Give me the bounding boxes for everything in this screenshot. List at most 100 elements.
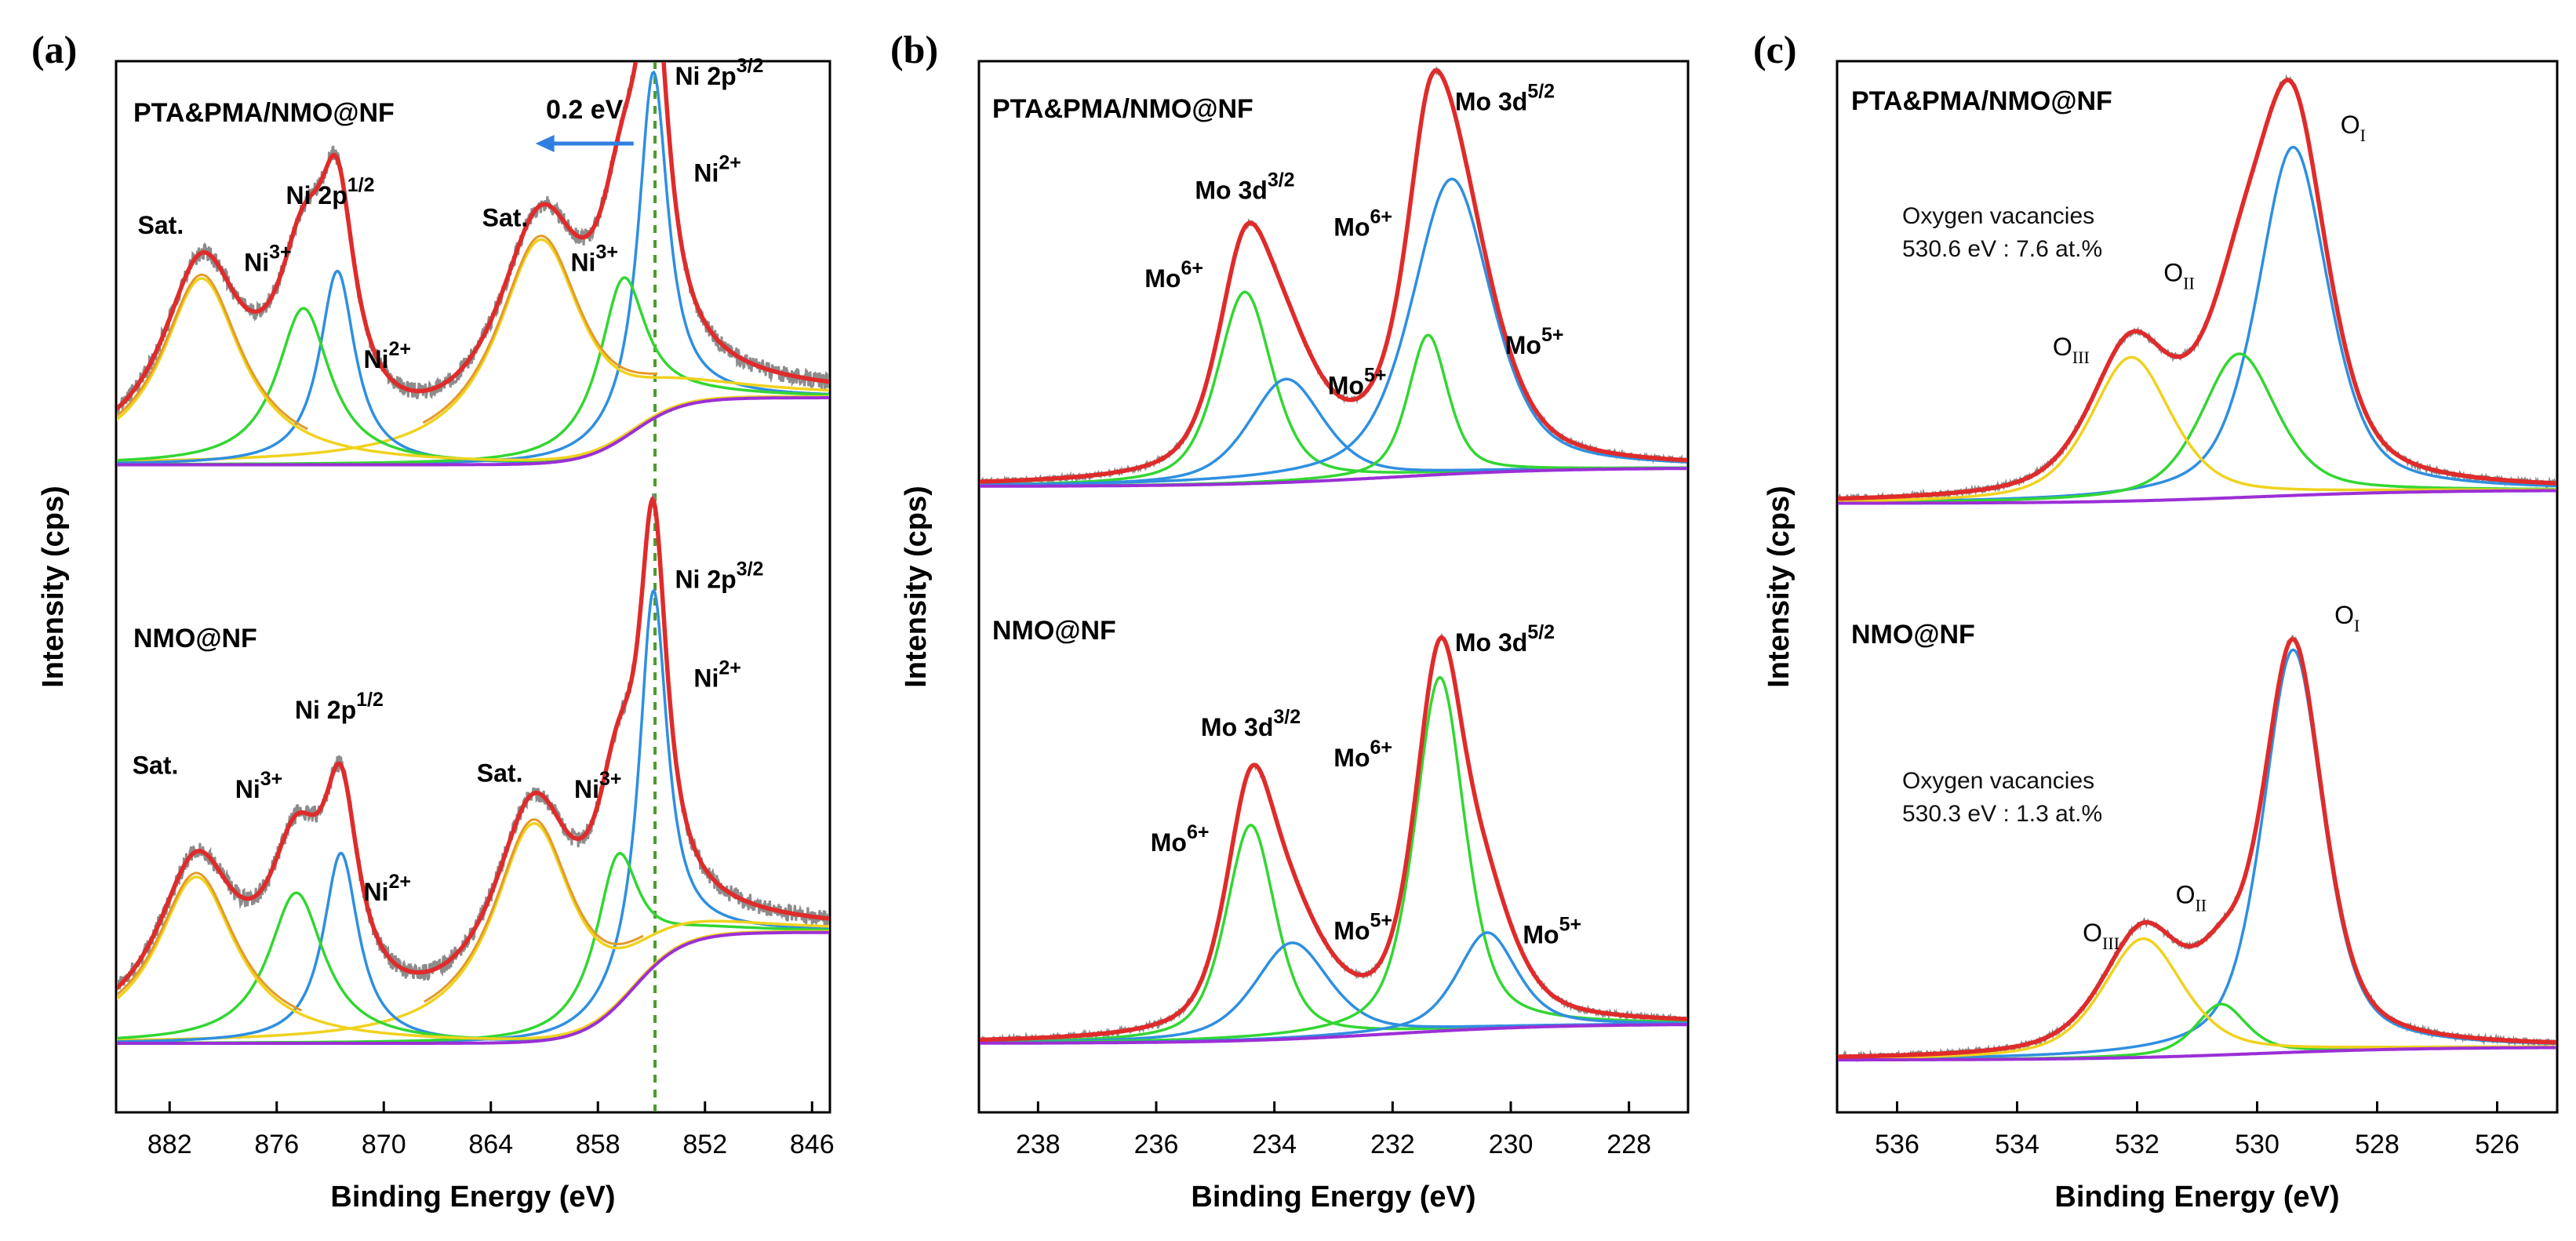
plot-area [117, 62, 829, 1112]
sample-label: NMO@NF [1851, 620, 1975, 650]
raw-data-line [980, 65, 1687, 488]
spectrum-top [1838, 74, 2556, 505]
raw-data-line [1838, 74, 2556, 505]
peak-label: Ni2+ [693, 657, 741, 693]
x-tick-label: 234 [1252, 1130, 1297, 1159]
x-axis-label: Binding Energy (eV) [2054, 1181, 2339, 1214]
background-line [117, 396, 829, 467]
x-tick-label: 536 [1875, 1130, 1919, 1159]
spectrum-bottom [980, 633, 1687, 1046]
sample-label: NMO@NF [992, 616, 1116, 646]
fit-peak-4 [117, 307, 829, 463]
x-axis-label: Binding Energy (eV) [1191, 1181, 1475, 1214]
peak-label: Ni3+ [570, 242, 618, 277]
peak-label: Ni2+ [364, 338, 412, 373]
peak-label: Mo 3d5/2 [1455, 621, 1555, 657]
envelope-line [117, 496, 829, 991]
peak-label: Sat. [482, 204, 529, 232]
peak-label: OIII [2083, 919, 2119, 953]
shift-label: 0.2 eV [546, 95, 624, 125]
x-tick-label: 876 [254, 1130, 299, 1159]
x-tick-label: 882 [147, 1130, 192, 1159]
fit-peak-2 [980, 333, 1687, 488]
x-tick-label: 238 [1016, 1130, 1061, 1159]
peak-label: OI [2341, 111, 2366, 145]
fit-peak-3 [980, 177, 1687, 486]
peak-label: Ni3+ [574, 768, 622, 803]
panel-label: (c) [1753, 27, 1797, 71]
panel-b: (b) 238 236 234 232 230 228 Binding Energy (eV)… [890, 27, 1690, 1214]
satellite-fit-1 [117, 872, 303, 1012]
peak-label: OI [2334, 601, 2360, 635]
fit-peak-0 [1838, 145, 2556, 504]
plot-area [1838, 74, 2556, 1063]
fit-peak-3 [117, 269, 829, 464]
x-tick-label: 846 [790, 1130, 835, 1159]
peak-label: Sat. [138, 211, 184, 239]
peak-label: OII [2176, 880, 2207, 915]
peak-label: Mo5+ [1523, 914, 1581, 949]
panel-a: (a) 882 876 870 864 858 852 846 Binding Energy (… [31, 27, 835, 1214]
peak-label: Mo6+ [1151, 821, 1210, 857]
x-axis-label: Binding Energy (eV) [330, 1181, 615, 1214]
background-line [980, 1023, 1687, 1045]
x-tick-label: 852 [682, 1130, 727, 1159]
panel-label: (a) [31, 27, 77, 71]
oxygen-vacancy-note: Oxygen vacancies [1902, 768, 2094, 794]
spectrum-bottom [117, 493, 829, 1045]
fit-peak-2 [117, 238, 829, 463]
peak-label: Ni 2p1/2 [295, 689, 384, 724]
peak-label: OII [2163, 259, 2195, 293]
plot-frame [115, 60, 831, 1114]
x-tick-label: 530 [2235, 1130, 2279, 1159]
background-line [117, 930, 829, 1045]
oxygen-vacancy-note: Oxygen vacancies [1902, 203, 2094, 229]
spectrum-bottom [1838, 634, 2556, 1063]
y-axis-label: Intensity (cps) [37, 486, 70, 688]
peak-label: Ni3+ [244, 242, 292, 277]
fit-peak-2 [1838, 937, 2556, 1060]
peak-label: Ni 2p3/2 [675, 55, 763, 90]
sample-label: NMO@NF [133, 624, 257, 653]
oxygen-vacancy-note: 530.6 eV : 7.6 at.% [1902, 236, 2102, 262]
x-tick-label: 532 [2115, 1130, 2159, 1159]
peak-label: Ni 2p3/2 [675, 558, 763, 593]
peak-label: Mo6+ [1144, 257, 1203, 293]
peak-label: Mo5+ [1333, 910, 1392, 945]
satellite-fit-0 [422, 235, 658, 424]
fit-peak-5 [117, 277, 829, 462]
x-tick-label: 236 [1134, 1130, 1179, 1159]
plot-frame [1836, 60, 2559, 1114]
satellite-fit-1 [117, 273, 308, 431]
panel-c: (c) 536 534 532 530 528 526 Binding Energy (eV)… [1753, 27, 2559, 1214]
peak-label: Mo6+ [1333, 206, 1392, 241]
plot-frame [977, 60, 1690, 1114]
oxygen-vacancy-note: 530.3 eV : 1.3 at.% [1902, 801, 2102, 827]
background-line [1838, 1046, 2556, 1062]
envelope-line [117, 62, 829, 411]
x-tick-label: 232 [1370, 1130, 1415, 1159]
fit-peak-2 [117, 821, 829, 1042]
background-line [980, 467, 1687, 488]
x-tick-label: 864 [468, 1130, 513, 1159]
y-axis-label: Intensity (cps) [1763, 486, 1796, 688]
peak-label: Mo5+ [1505, 324, 1564, 359]
fit-peak-2 [980, 675, 1687, 1044]
x-tick-label: 526 [2475, 1130, 2520, 1159]
peak-label: Mo 3d3/2 [1201, 706, 1301, 741]
spectrum-top [117, 62, 829, 467]
background-line [1838, 489, 2556, 505]
peak-label: Ni2+ [693, 152, 741, 187]
raw-data-line [1838, 634, 2556, 1063]
x-tick-label: 230 [1489, 1130, 1534, 1159]
satellite-fit-0 [424, 818, 644, 1003]
spectrum-top [980, 65, 1687, 488]
peak-label: OIII [2053, 333, 2090, 367]
x-tick-label: 870 [362, 1130, 406, 1159]
x-tick-label: 534 [1995, 1130, 2039, 1159]
x-tick-label: 858 [576, 1130, 620, 1159]
shift-arrow-head [535, 135, 555, 152]
envelope-line [1838, 78, 2556, 501]
envelope-line [980, 68, 1687, 484]
